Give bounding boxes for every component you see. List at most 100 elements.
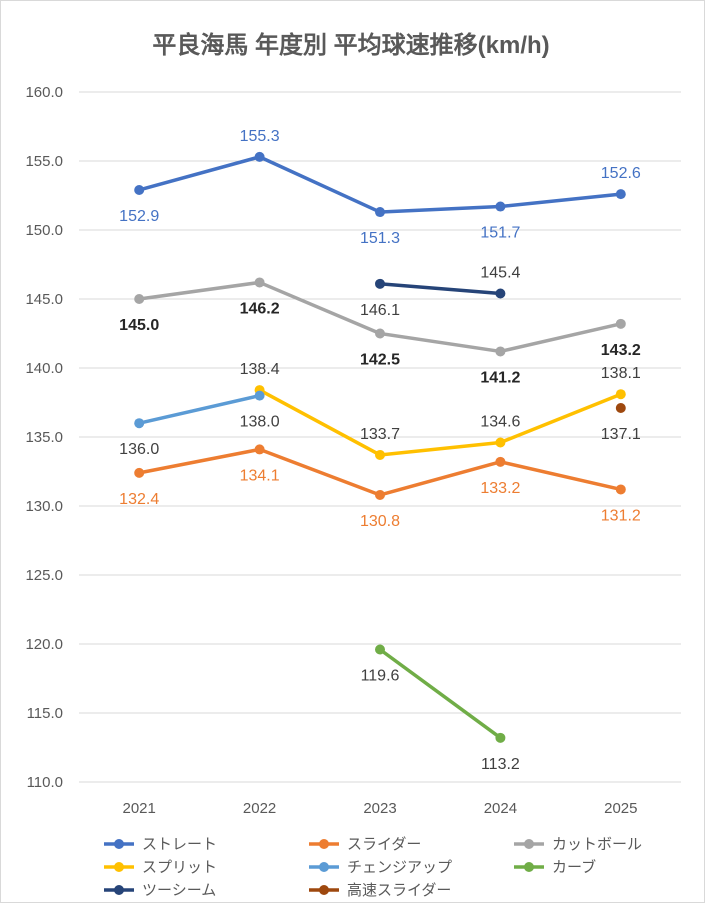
data-point (615, 389, 626, 400)
x-tick-label: 2023 (363, 800, 396, 817)
data-label: 142.5 (360, 352, 400, 369)
legend-entry: 高速スライダー (309, 882, 451, 899)
data-point (134, 294, 145, 304)
legend-entry: カットボール (514, 836, 642, 853)
legend-swatch-marker (319, 885, 329, 895)
legend-swatch-marker (319, 862, 329, 872)
data-label: 130.8 (360, 513, 400, 530)
series-3 (254, 385, 626, 460)
data-point (134, 467, 145, 478)
series-line-segment (498, 192, 623, 209)
series-line-segment (378, 331, 503, 354)
data-label: 146.2 (240, 300, 280, 317)
series-line-segment (137, 280, 262, 301)
data-point (254, 444, 265, 455)
data-label: 136.0 (119, 441, 159, 458)
legend-entry: スプリット (104, 859, 217, 876)
data-label: 137.1 (601, 426, 641, 443)
data-label: 151.7 (480, 225, 520, 242)
legend-entry: スライダー (309, 836, 421, 853)
legend-label: チェンジアップ (347, 859, 452, 876)
legend-label: スライダー (347, 836, 421, 853)
data-point (615, 318, 626, 329)
series-4 (134, 390, 265, 429)
series-line-segment (378, 440, 503, 457)
x-tick-label: 2021 (123, 800, 156, 817)
series-line-segment (498, 322, 623, 354)
series-line-segment (257, 280, 382, 336)
y-tick-label: 110.0 (27, 774, 63, 791)
data-point (375, 449, 385, 460)
series-0 (134, 151, 626, 218)
data-point (375, 644, 385, 655)
y-tick-label: 140.0 (25, 360, 63, 377)
y-tick-label: 160.0 (25, 84, 63, 101)
series-line-segment (257, 447, 382, 497)
y-axis-tick-labels: 160.0 155.0 150.0 145.0 140.0 135.0 130.0 125.0… (25, 84, 63, 791)
data-label: 145.0 (119, 317, 159, 334)
data-point (495, 437, 506, 448)
data-label: 143.2 (601, 342, 641, 359)
series-6 (375, 278, 506, 299)
data-label: 138.1 (601, 365, 641, 382)
series-line-segment (137, 447, 262, 475)
y-tick-label: 125.0 (25, 567, 63, 584)
y-tick-label: 130.0 (25, 498, 63, 515)
data-point (254, 277, 265, 288)
y-tick-label: 155.0 (25, 153, 63, 170)
data-point (134, 418, 145, 429)
legend-label: ツーシーム (142, 882, 216, 899)
y-tick-label: 120.0 (25, 636, 63, 653)
y-tick-label: 145.0 (25, 291, 63, 308)
data-label: 132.4 (119, 491, 159, 508)
series-7 (615, 403, 626, 414)
legend-swatch-marker (114, 862, 124, 872)
y-tick-label: 150.0 (25, 222, 63, 239)
legend-label: ストレート (142, 836, 217, 853)
series-2 (134, 277, 626, 357)
data-label: 138.4 (240, 361, 280, 378)
data-point (615, 484, 626, 495)
legend-label: スプリット (142, 859, 217, 876)
y-tick-label: 115.0 (27, 705, 63, 722)
data-label: 151.3 (360, 230, 400, 247)
data-point (615, 189, 626, 200)
data-label: 119.6 (361, 668, 400, 685)
x-tick-label: 2024 (484, 800, 517, 817)
series-line-segment (378, 204, 503, 214)
series-line-segment (378, 282, 503, 296)
data-point (375, 278, 385, 289)
data-label: 131.2 (601, 507, 641, 524)
data-point (615, 403, 626, 414)
chart-title: 平良海馬 年度別 平均球速推移(km/h) (152, 31, 549, 59)
series-5 (375, 644, 506, 743)
data-point (375, 489, 385, 500)
series-line-segment (378, 647, 503, 740)
series-line-segment (498, 460, 623, 492)
legend-swatch-marker (319, 839, 329, 849)
data-label: 145.4 (480, 264, 520, 281)
series-line-segment (137, 393, 262, 425)
legend-entry: ツーシーム (104, 882, 216, 899)
data-point (495, 201, 506, 212)
data-point (134, 184, 145, 195)
data-point (495, 288, 506, 299)
series-line-segment (498, 392, 623, 445)
data-label: 155.3 (240, 128, 280, 145)
y-tick-label: 135.0 (25, 429, 63, 446)
data-point (375, 207, 385, 218)
data-point (254, 151, 265, 162)
legend-label: カーブ (552, 858, 596, 876)
legend-label: カットボール (552, 836, 642, 853)
legend-swatch-marker (114, 839, 124, 849)
data-label: 152.9 (119, 208, 159, 225)
x-axis-tick-labels: 2021 2022 2023 2024 2025 (123, 800, 638, 817)
legend-entry: カーブ (514, 858, 596, 876)
legend-entry: ストレート (104, 836, 217, 853)
legend-entry: チェンジアップ (309, 859, 452, 876)
x-tick-label: 2025 (604, 800, 637, 817)
legend-label: 高速スライダー (347, 882, 451, 899)
data-point (495, 732, 506, 743)
